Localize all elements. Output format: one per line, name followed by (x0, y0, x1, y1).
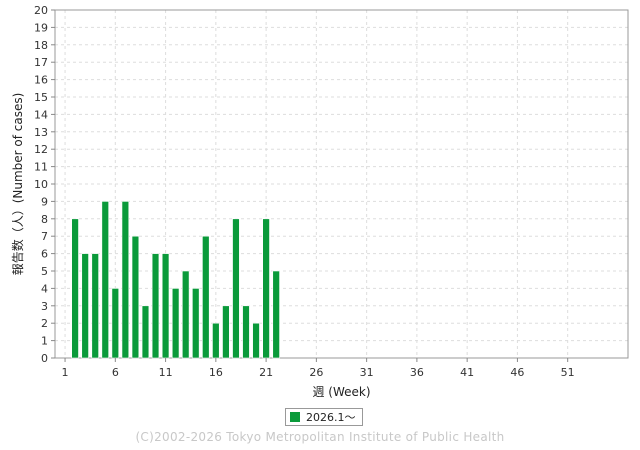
bars (71, 201, 280, 359)
bar (161, 253, 170, 359)
x-tick-label: 16 (209, 366, 223, 379)
y-tick-label: 5 (41, 265, 48, 278)
y-tick-label: 7 (41, 230, 48, 243)
legend: 2026.1～ (285, 408, 363, 426)
y-tick-label: 17 (34, 56, 48, 69)
x-axis: 1 6 11 16 21 26 31 36 41 46 51 (62, 358, 575, 379)
bar (202, 235, 210, 359)
x-tick-label: 1 (62, 366, 69, 379)
bar (141, 305, 150, 359)
y-tick-label: 9 (41, 195, 48, 208)
bar (131, 235, 140, 359)
bar (252, 322, 260, 359)
y-tick-label: 3 (41, 300, 48, 313)
x-tick-label: 26 (309, 366, 323, 379)
bar (111, 288, 120, 359)
y-axis-label: 報告数（人）(Number of cases) (10, 93, 25, 276)
y-tick-label: 1 (41, 335, 48, 348)
y-tick-label: 20 (34, 4, 48, 17)
x-tick-label: 31 (360, 366, 374, 379)
y-tick-label: 19 (34, 21, 48, 34)
legend-swatch (290, 412, 300, 422)
x-tick-label: 11 (159, 366, 173, 379)
y-tick-label: 6 (41, 248, 48, 261)
x-axis-label: 週 (Week) (312, 385, 370, 399)
bar (171, 288, 180, 359)
bar (121, 201, 130, 359)
bar (212, 322, 220, 359)
bar (151, 253, 160, 359)
x-tick-label: 41 (460, 366, 474, 379)
x-tick-label: 51 (561, 366, 575, 379)
y-tick-label: 10 (34, 178, 48, 191)
bar (81, 253, 89, 359)
bar (71, 218, 79, 359)
bar (101, 201, 109, 359)
x-tick-label: 36 (410, 366, 424, 379)
copyright-text: (C)2002-2026 Tokyo Metropolitan Institut… (135, 430, 505, 444)
bar (192, 288, 200, 359)
bar (242, 305, 250, 359)
y-tick-label: 4 (41, 282, 48, 295)
y-tick-label: 0 (41, 352, 48, 365)
bar (272, 270, 280, 359)
legend-label: 2026.1～ (306, 411, 356, 424)
bar (262, 218, 270, 359)
x-tick-label: 21 (259, 366, 273, 379)
y-tick-label: 11 (34, 161, 48, 174)
x-tick-label: 46 (510, 366, 524, 379)
y-tick-label: 15 (34, 91, 48, 104)
bar (222, 305, 230, 359)
y-tick-label: 14 (34, 108, 48, 121)
x-tick-label: 6 (112, 366, 119, 379)
gridlines (55, 10, 628, 358)
bar (181, 270, 190, 359)
y-tick-label: 13 (34, 126, 48, 139)
y-tick-label: 12 (34, 143, 48, 156)
y-tick-label: 16 (34, 74, 48, 87)
bar (232, 218, 240, 359)
y-tick-label: 2 (41, 317, 48, 330)
y-tick-label: 18 (34, 39, 48, 52)
bar (91, 253, 99, 359)
y-tick-label: 8 (41, 213, 48, 226)
